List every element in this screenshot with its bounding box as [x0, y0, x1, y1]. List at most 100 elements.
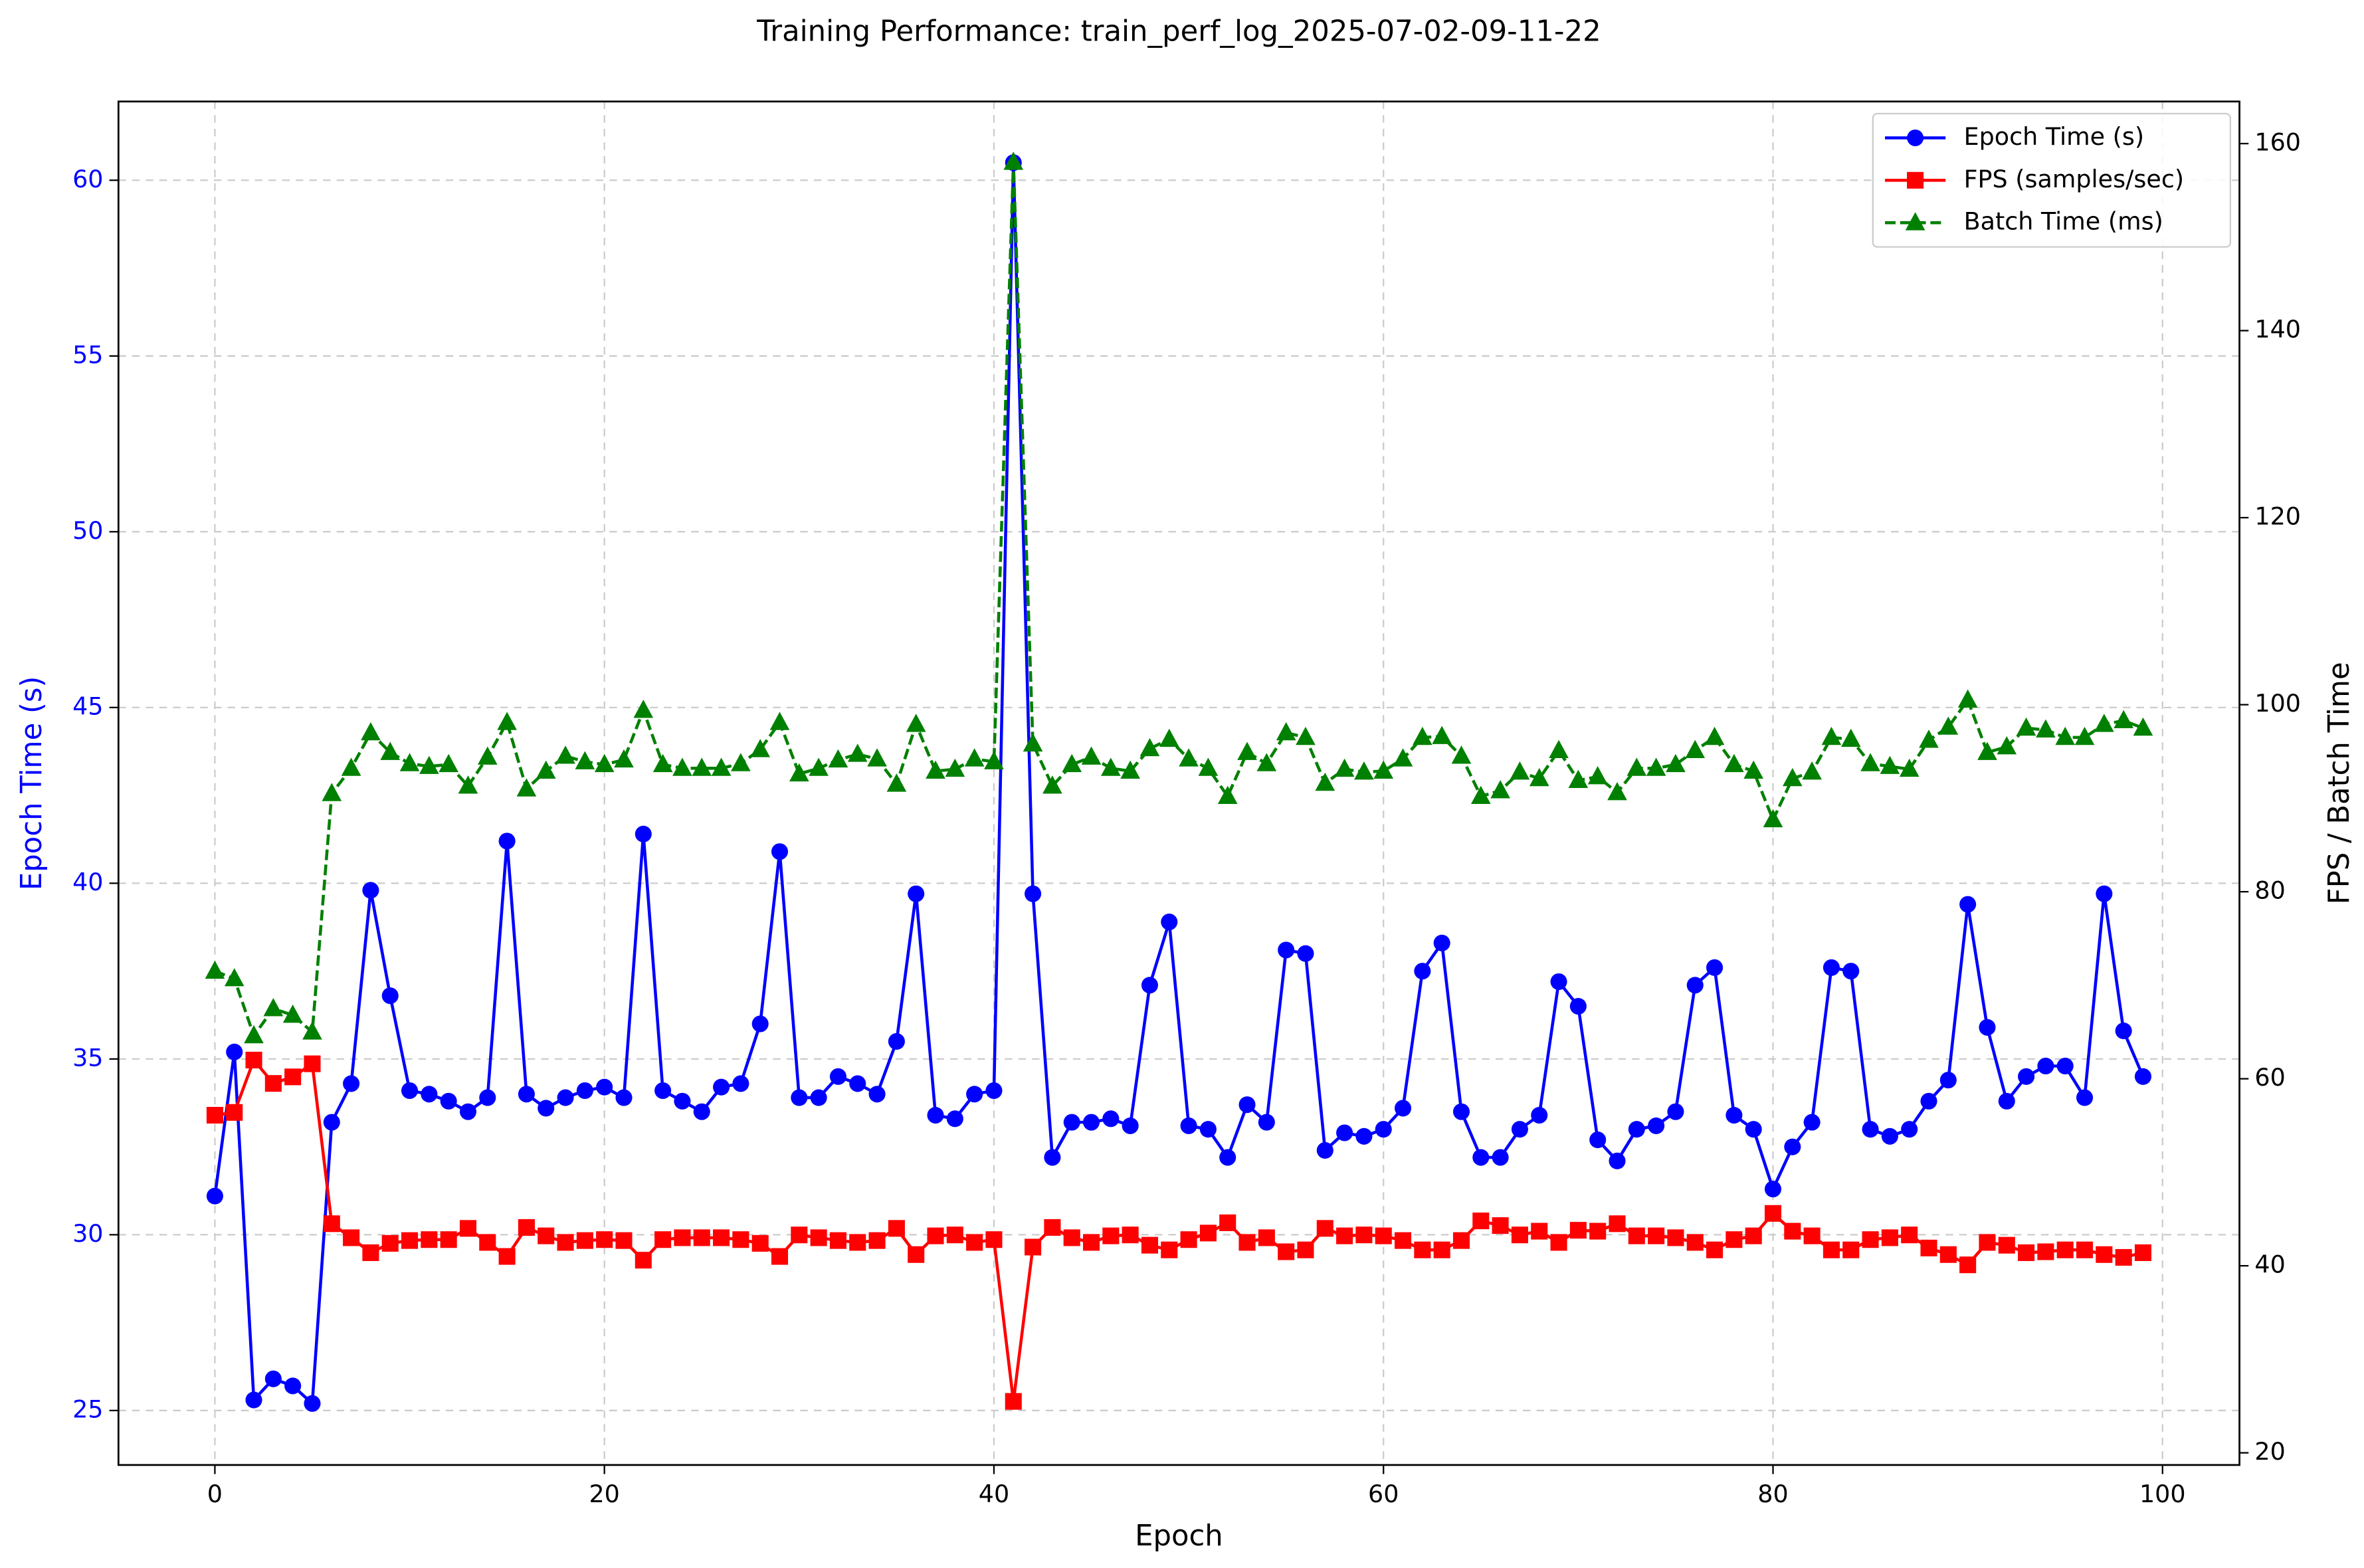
point	[459, 1220, 477, 1237]
point	[927, 1227, 944, 1244]
point	[1139, 737, 1160, 757]
point	[1102, 1110, 1120, 1127]
point	[1393, 748, 1413, 767]
point	[1451, 745, 1472, 764]
point	[518, 1219, 535, 1236]
point	[557, 1089, 574, 1106]
point	[1354, 761, 1374, 780]
point	[1452, 1232, 1470, 1249]
point	[1881, 1229, 1898, 1246]
point	[362, 882, 379, 899]
point	[2096, 885, 2113, 902]
point	[1258, 1114, 1275, 1131]
point	[1938, 716, 1959, 735]
point	[1237, 741, 1257, 760]
y2-tick-label: 80	[2254, 876, 2285, 905]
point	[1433, 1241, 1450, 1258]
series-line	[213, 162, 2145, 1407]
plot-frame	[117, 100, 2240, 1466]
point	[633, 700, 654, 718]
point	[2018, 1068, 2035, 1085]
point	[1648, 1117, 1665, 1134]
point	[518, 1086, 535, 1103]
point	[1296, 726, 1316, 745]
point	[926, 760, 945, 779]
point	[1219, 1214, 1236, 1231]
point	[674, 1229, 691, 1246]
point	[654, 1231, 672, 1248]
point	[1977, 741, 1997, 760]
point	[1219, 1149, 1236, 1166]
point	[847, 743, 868, 762]
point	[576, 1232, 593, 1249]
point	[654, 1082, 672, 1100]
point	[284, 1377, 302, 1395]
point	[1433, 934, 1450, 951]
point	[381, 1234, 399, 1252]
point	[2076, 1241, 2094, 1258]
point	[1278, 941, 1295, 959]
point	[1860, 753, 1880, 771]
point	[1920, 1092, 1937, 1110]
point	[1628, 1227, 1645, 1244]
point	[304, 1055, 321, 1072]
point	[1998, 1092, 2015, 1110]
point	[791, 1226, 808, 1244]
point	[652, 753, 673, 773]
point	[769, 712, 790, 730]
point	[1315, 772, 1335, 791]
point	[1840, 728, 1861, 747]
point	[421, 1086, 438, 1103]
point	[2115, 1023, 2132, 1040]
point	[1529, 767, 1549, 787]
point	[1395, 1100, 1412, 1117]
point	[224, 968, 245, 987]
point	[1336, 1227, 1353, 1244]
point	[439, 753, 458, 773]
point	[1745, 1121, 1762, 1138]
point	[1120, 760, 1140, 779]
point	[1199, 1121, 1217, 1138]
point	[1803, 1114, 1821, 1131]
point	[1609, 1215, 1626, 1232]
point	[2096, 1246, 2113, 1263]
point	[1238, 1096, 1256, 1114]
series-line	[215, 1057, 2143, 1402]
point	[1666, 753, 1686, 773]
point	[1686, 1234, 1704, 1251]
point	[868, 1086, 886, 1103]
x-tick-label: 40	[979, 1480, 1009, 1508]
point	[1881, 1127, 1898, 1145]
point	[849, 1075, 866, 1092]
point	[1198, 757, 1219, 776]
point	[1179, 748, 1199, 767]
point	[1141, 1236, 1159, 1254]
point	[1025, 885, 1042, 902]
point	[2074, 726, 2095, 745]
point	[2115, 1248, 2132, 1266]
point	[245, 1391, 262, 1409]
y-tick-label: 60	[72, 165, 103, 193]
point	[1979, 1019, 1996, 1036]
point	[1920, 1239, 1937, 1256]
point	[245, 1051, 262, 1069]
x-tick-label: 0	[207, 1480, 223, 1508]
point	[323, 1114, 340, 1131]
point	[946, 1226, 963, 1244]
point	[985, 1082, 1003, 1100]
x-axis-label: Epoch	[1135, 1519, 1223, 1553]
point	[1025, 1238, 1042, 1256]
point	[674, 1092, 691, 1110]
point	[1161, 914, 1178, 931]
point	[401, 1082, 419, 1100]
y2-tick-label: 60	[2254, 1063, 2285, 1092]
point	[226, 1043, 243, 1060]
point	[1316, 1141, 1333, 1159]
point	[1667, 1229, 1684, 1246]
legend-marker	[1907, 171, 1924, 189]
point	[1297, 1241, 1314, 1258]
point	[459, 1103, 477, 1120]
point	[732, 1075, 749, 1092]
point	[1375, 1227, 1392, 1244]
